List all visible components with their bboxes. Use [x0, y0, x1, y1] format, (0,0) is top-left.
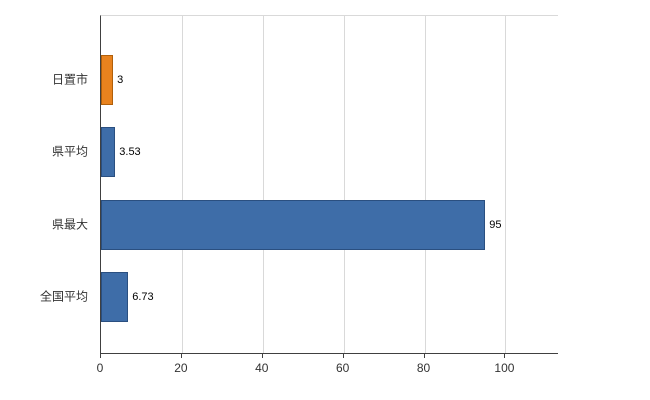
x-tick-mark: [423, 353, 425, 358]
x-tick-mark: [261, 353, 263, 358]
bar-0: [101, 55, 114, 106]
bar-1: [101, 127, 116, 178]
bar-value-label: 6.73: [132, 290, 154, 303]
x-tick-label: 80: [416, 361, 431, 375]
gridline: [343, 16, 345, 353]
y-axis-category-labels: 日置市県平均県最大全国平均: [0, 15, 94, 352]
gridline: [262, 16, 264, 353]
x-axis: 0 20 40 60 80 100: [96, 352, 557, 382]
x-tick-mark: [342, 353, 344, 358]
x-tick-mark: [100, 353, 101, 358]
gridline: [424, 16, 426, 353]
category-label: 全国平均: [39, 289, 88, 304]
bar-value-label: 3: [117, 74, 124, 87]
gridline: [181, 16, 183, 353]
x-tick-label: 20: [174, 361, 188, 375]
x-tick-mark: [504, 353, 506, 358]
category-label: 日置市: [51, 72, 88, 87]
plot-area: 3 3.53 95 6.73: [100, 15, 558, 354]
x-tick-mark: [180, 353, 182, 358]
bar-2: [101, 199, 486, 250]
gridline: [505, 16, 507, 353]
bar-value-label: 95: [489, 218, 502, 231]
category-label: 県平均: [51, 144, 88, 159]
category-label: 県最大: [51, 217, 88, 232]
x-tick-label: 60: [335, 361, 350, 375]
x-tick-label: 100: [494, 361, 515, 375]
bar-3: [101, 271, 129, 322]
bar-value-label: 3.53: [119, 146, 141, 159]
x-tick-label: 40: [255, 361, 269, 375]
x-tick-label: 0: [96, 361, 104, 375]
